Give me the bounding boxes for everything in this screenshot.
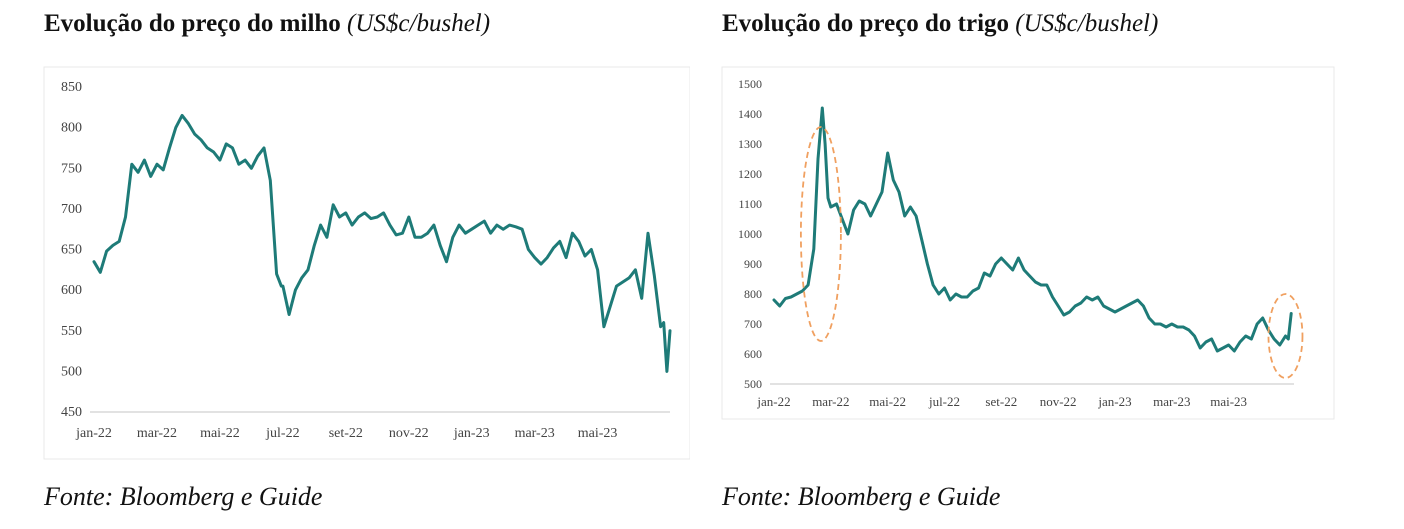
chart-title-milho: Evolução do preço do milho (US$c/bushel) [44, 10, 490, 38]
series-line [92, 113, 672, 373]
chart-unit: (US$c/bushel) [347, 10, 491, 37]
y-tick-label: 600 [61, 283, 82, 298]
y-tick-label: 500 [744, 377, 762, 391]
chart-frame [43, 66, 690, 460]
x-tick-label: jul-22 [265, 426, 299, 441]
x-tick-label: mar-22 [812, 394, 849, 409]
y-tick-label: 1500 [738, 77, 762, 91]
chart-milho: 450 500 550 600 650 700 750 800 850 jan-22 mar-22 m… [43, 66, 690, 460]
x-tick-label: jan-23 [1097, 394, 1131, 409]
x-tick-label: mai-22 [869, 394, 906, 409]
y-tick-label: 450 [61, 405, 82, 420]
source-note-trigo: Fonte: Bloomberg e Guide [722, 482, 1001, 511]
chart-title-text: Evolução do preço do trigo [722, 10, 1010, 37]
highlight-ellipse-spike [799, 126, 842, 342]
y-tick-label: 1300 [738, 137, 762, 151]
x-tick-label: mar-23 [515, 426, 555, 441]
chart-title-text: Evolução do preço do milho [44, 10, 341, 37]
y-tick-label: 900 [744, 257, 762, 271]
x-tick-label: jan-23 [453, 426, 490, 441]
x-tick-label: mar-23 [1153, 394, 1190, 409]
y-tick-label: 500 [61, 364, 82, 379]
y-tick-label: 600 [744, 347, 762, 361]
x-tick-label: nov-22 [389, 426, 429, 441]
x-tick-label: jul-22 [928, 394, 960, 409]
x-tick-label: mai-23 [1210, 394, 1247, 409]
chart-trigo: 500 600 700 800 900 1000 1100 1200 1300 1400 1500 j… [721, 66, 1335, 420]
y-tick-label: 750 [61, 161, 82, 176]
highlight-ellipse-recent [1267, 293, 1304, 379]
source-note-milho: Fonte: Bloomberg e Guide [44, 482, 323, 511]
y-tick-label: 550 [61, 324, 82, 339]
x-tick-label: mar-22 [137, 426, 177, 441]
x-tick-label: mai-22 [200, 426, 240, 441]
chart-unit: (US$c/bushel) [1015, 10, 1159, 37]
y-tick-label: 1100 [738, 197, 762, 211]
y-tick-label: 850 [61, 80, 82, 95]
series-line [772, 106, 1293, 353]
x-tick-label: set-22 [985, 394, 1017, 409]
x-tick-label: jan-22 [756, 394, 790, 409]
y-tick-label: 700 [61, 202, 82, 217]
x-tick-label: jan-22 [75, 426, 112, 441]
y-tick-label: 800 [61, 121, 82, 136]
y-tick-label: 1200 [738, 167, 762, 181]
y-tick-label: 700 [744, 317, 762, 331]
x-tick-label: mai-23 [578, 426, 618, 441]
y-tick-label: 800 [744, 287, 762, 301]
y-tick-label: 1000 [738, 227, 762, 241]
x-tick-label: set-22 [329, 426, 363, 441]
y-tick-label: 1400 [738, 107, 762, 121]
x-tick-label: nov-22 [1040, 394, 1077, 409]
chart-title-trigo: Evolução do preço do trigo (US$c/bushel) [722, 10, 1158, 38]
y-tick-label: 650 [61, 243, 82, 258]
